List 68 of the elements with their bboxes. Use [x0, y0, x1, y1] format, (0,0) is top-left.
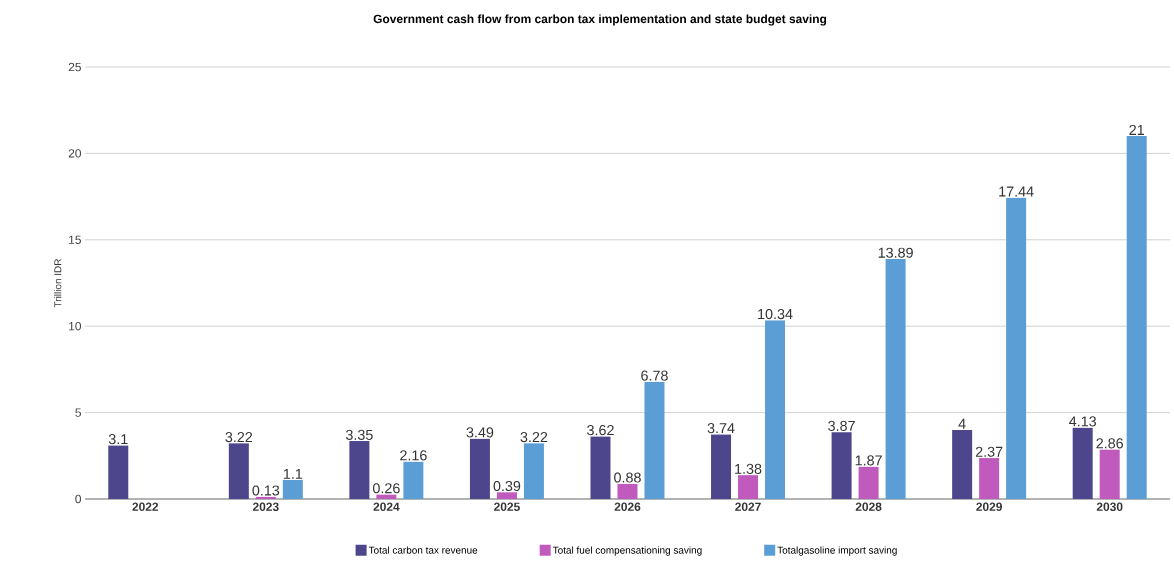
bar [228, 443, 249, 499]
data-label: 0.26 [372, 483, 400, 494]
data-label: 3.22 [225, 432, 253, 443]
y-tick-label: 15 [69, 235, 81, 244]
x-tick-label: 2025 [494, 502, 520, 511]
data-label: 10.34 [758, 308, 793, 320]
y-tick-label: 10 [69, 321, 82, 331]
y-tick-label: 0 [75, 494, 82, 504]
x-tick-label: 2027 [735, 502, 761, 511]
data-label: 3.35 [345, 429, 373, 440]
data-label: 3.49 [466, 427, 494, 438]
data-label: 0.13 [252, 485, 280, 496]
y-tick-label: 5 [75, 408, 81, 417]
legend-label: Total carbon tax revenue [368, 546, 478, 554]
bar [711, 434, 732, 499]
bar [469, 438, 490, 499]
bar [831, 432, 852, 499]
bar [282, 479, 303, 499]
bar [885, 258, 906, 499]
bar [765, 320, 786, 499]
chart-title: Government cash flow from carbon tax implementation and state budget saving [373, 14, 827, 26]
data-label: 2.16 [400, 450, 427, 461]
x-tick-label: 2023 [252, 502, 279, 512]
data-label: 1.1 [283, 468, 303, 479]
x-tick-label: 2028 [855, 502, 882, 511]
data-label: 13.89 [878, 247, 913, 258]
bar [108, 445, 129, 499]
data-label: 6.78 [641, 370, 668, 381]
data-label: 0.39 [493, 480, 521, 492]
x-tick-label: 2029 [976, 502, 1002, 511]
x-tick-label: 2022 [132, 502, 159, 511]
bar [1006, 197, 1027, 499]
bar [1099, 449, 1120, 499]
data-label: 1.38 [735, 463, 762, 474]
bar [523, 443, 544, 499]
data-label: 4.13 [1069, 416, 1097, 427]
data-label: 3.87 [828, 420, 855, 431]
x-tick-label: 2030 [1096, 502, 1123, 512]
bar [590, 436, 611, 499]
bar [1072, 427, 1093, 499]
bar [1126, 136, 1147, 499]
data-label: 1.87 [855, 455, 882, 466]
bar [403, 461, 424, 499]
bar [979, 458, 1000, 499]
data-label: 17.44 [999, 186, 1034, 197]
data-label: 3.1 [108, 434, 128, 445]
data-label: 3.62 [587, 425, 614, 436]
bar [858, 466, 879, 499]
bar [952, 429, 973, 499]
legend-label: Total fuel compensationing saving [552, 546, 702, 556]
bar [496, 492, 517, 499]
legend-label: Totalgasoline import saving [777, 546, 897, 556]
y-axis-title: Trillion IDR [54, 259, 62, 308]
data-label: 2.86 [1096, 438, 1124, 449]
bar [617, 483, 638, 499]
data-label: 0.88 [614, 472, 641, 483]
y-tick-label: 25 [68, 62, 81, 72]
y-tick-label: 20 [68, 149, 82, 158]
data-label: 3.74 [707, 423, 735, 434]
x-tick-label: 2024 [373, 502, 400, 511]
bar [349, 441, 370, 499]
data-label: 4 [958, 418, 966, 429]
bar [738, 475, 759, 499]
data-label: 21 [1129, 124, 1144, 135]
data-label: 2.37 [975, 446, 1003, 457]
x-tick-label: 2026 [614, 502, 641, 511]
bar [644, 381, 665, 499]
data-label: 3.22 [520, 432, 548, 443]
